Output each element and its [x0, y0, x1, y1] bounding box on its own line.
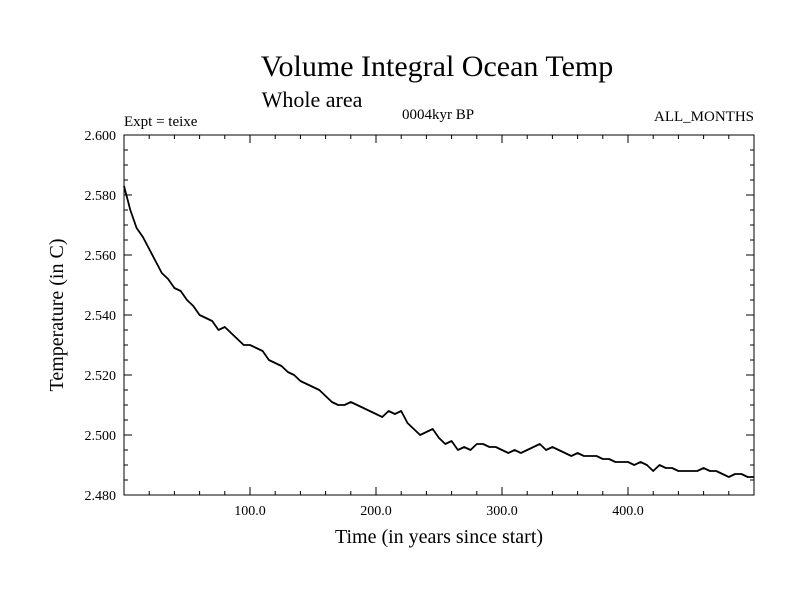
x-tick-label: 300.0 [486, 504, 518, 519]
y-tick-label: 2.500 [85, 429, 117, 444]
y-axis: 2.480 2.500 2.520 2.540 2.560 2.580 2.600 [85, 129, 754, 504]
x-tick-label: 400.0 [612, 504, 644, 519]
x-tick-label: 200.0 [360, 504, 392, 519]
period-label: 0004kyr BP [402, 107, 474, 123]
plot-frame [123, 134, 755, 496]
y-tick-label: 2.540 [85, 309, 117, 324]
x-tick-label: 100.0 [234, 504, 266, 519]
y-tick-label: 2.560 [85, 249, 117, 264]
y-tick-label: 2.580 [85, 189, 117, 204]
chart-title: Volume Integral Ocean Temp [261, 50, 614, 83]
x-axis: 100.0 200.0 300.0 400.0 [148, 135, 730, 519]
y-tick-label: 2.480 [85, 489, 117, 504]
chart-subtitle: Whole area [262, 87, 363, 112]
y-axis-label: Temperature (in C) [46, 239, 68, 392]
y-tick-label: 2.520 [85, 369, 117, 384]
series-line [123, 185, 754, 478]
experiment-label: Expt = teixe [124, 114, 198, 130]
months-label: ALL_MONTHS [654, 109, 754, 125]
x-axis-label: Time (in years since start) [335, 526, 543, 548]
y-tick-label: 2.600 [85, 129, 117, 144]
